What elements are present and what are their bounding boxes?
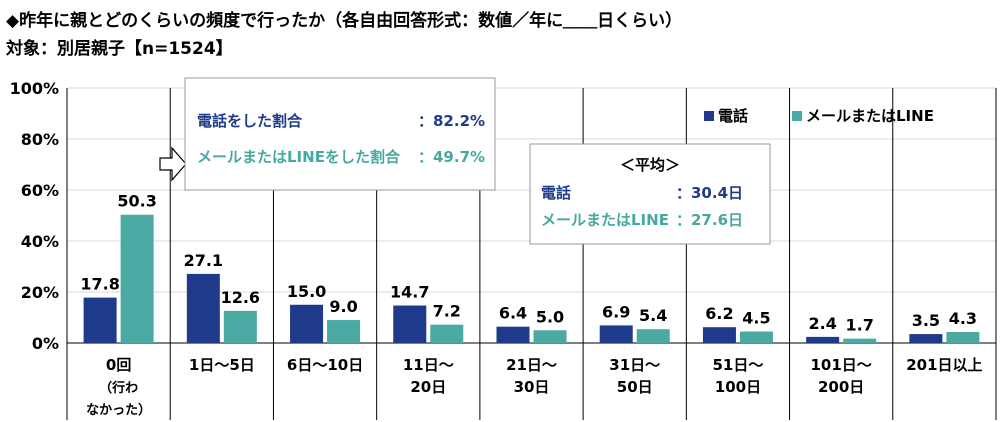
legend-swatch-mail [792, 111, 802, 121]
bar-phone [702, 327, 736, 343]
x-tick-label: （行わ [99, 380, 138, 396]
data-label-mail: 5.0 [536, 307, 564, 326]
data-label-phone: 6.4 [499, 304, 527, 323]
x-tick-label: 100日 [715, 378, 761, 396]
x-tick-label: 31日～ [609, 356, 660, 374]
bar-mail [843, 338, 877, 343]
data-label-layer: 17.8 50.3 27.1 12.6 15.09.0 14.77.2 6.4 5.0 6.9 5… [80, 192, 977, 335]
average-phone-label: 電話 [541, 184, 571, 202]
bar-phone [909, 334, 943, 343]
x-tick-label: 50日 [617, 378, 653, 396]
y-tick-label: 60% [21, 181, 59, 200]
share-phone-value: ：82.2% [418, 112, 485, 130]
average-box-frame [529, 143, 771, 245]
bar-mail [636, 329, 670, 343]
share-mail-label: メールまたはLINEをした割合 [197, 148, 401, 166]
chart-title: ◆昨年に親とどのくらいの頻度で行ったか（各自由回答形式：数値／年に＿＿日くらい） [6, 11, 683, 31]
x-tick-label: 0回 [106, 356, 131, 374]
x-tick-label: 51日～ [713, 356, 764, 374]
x-tick-label: 1日～5日 [189, 356, 255, 374]
average-mail-label: メールまたはLINE [541, 211, 669, 229]
y-tick-label: 40% [21, 232, 59, 251]
data-label-mail: 1.7 [845, 316, 873, 335]
y-tick-label: 100% [10, 79, 59, 98]
chart-subtitle: 対象：別居親子【n=1524】 [6, 39, 233, 59]
x-tick-label: 21日～ [506, 356, 557, 374]
share-mail-value: ：49.7% [418, 148, 485, 166]
data-label-mail: 5.4 [639, 306, 667, 325]
callout-arrow-icon [159, 146, 187, 182]
data-label-mail: 9.0 [329, 297, 357, 316]
bar-mail [946, 332, 980, 343]
data-label-phone: 27.1 [184, 251, 223, 270]
bar-mail [430, 324, 464, 343]
bar-mail [739, 331, 773, 343]
data-label-mail: 4.3 [949, 309, 977, 328]
bar-phone [83, 297, 117, 343]
bar-mail [223, 310, 257, 343]
legend: 電話 メールまたはLINE [704, 107, 934, 125]
data-label-mail: 12.6 [221, 288, 260, 307]
data-label-mail: 7.2 [433, 302, 461, 321]
legend-label-mail: メールまたはLINE [806, 107, 934, 125]
share-box [184, 77, 496, 191]
bar-phone [290, 304, 324, 343]
legend-swatch-phone [704, 111, 714, 121]
data-label-phone: 2.4 [808, 314, 836, 333]
y-tick-label: 20% [21, 283, 59, 302]
bar-phone [599, 325, 633, 343]
data-label-phone: 17.8 [80, 275, 119, 294]
bar-phone [806, 336, 840, 343]
x-tick-label: 200日 [818, 378, 864, 396]
bar-mail [120, 214, 154, 343]
average-box: ＜平均＞ 電話 ：30.4日 メールまたはLINE ：27.6日 [529, 143, 771, 245]
x-tick-label: 101日～ [811, 356, 872, 374]
bar-mail [327, 320, 361, 343]
average-phone-value: ：30.4日 [676, 184, 743, 202]
legend-label-phone: 電話 [718, 107, 748, 125]
data-label-phone: 15.0 [287, 282, 326, 301]
data-label-mail: 50.3 [117, 192, 156, 211]
bar-phone [393, 305, 427, 343]
x-tick-label: 11日～ [403, 356, 454, 374]
bar-phone [186, 273, 220, 343]
bar-mail [533, 330, 567, 343]
data-label-phone: 6.2 [705, 304, 733, 323]
share-phone-label: 電話をした割合 [197, 112, 303, 130]
share-callout: 電話をした割合 ：82.2% メールまたはLINEをした割合 ：49.7% [159, 77, 496, 191]
x-tick-label: 201日以上 [906, 356, 982, 374]
x-tick-label: 20日 [410, 378, 446, 396]
y-tick-label: 80% [21, 130, 59, 149]
data-label-phone: 14.7 [390, 283, 429, 302]
bar-phone [496, 326, 530, 343]
x-tick-label: 6日～10日 [287, 356, 363, 374]
x-tick-label: 30日 [514, 378, 550, 396]
average-title: ＜平均＞ [620, 156, 680, 174]
bar-layer [83, 214, 980, 343]
data-label-mail: 4.5 [742, 309, 770, 328]
average-mail-value: ：27.6日 [676, 211, 743, 229]
data-label-phone: 6.9 [602, 302, 630, 321]
data-label-phone: 3.5 [912, 311, 940, 330]
x-tick-label: なかった） [86, 402, 151, 418]
y-tick-label: 0% [32, 334, 59, 353]
